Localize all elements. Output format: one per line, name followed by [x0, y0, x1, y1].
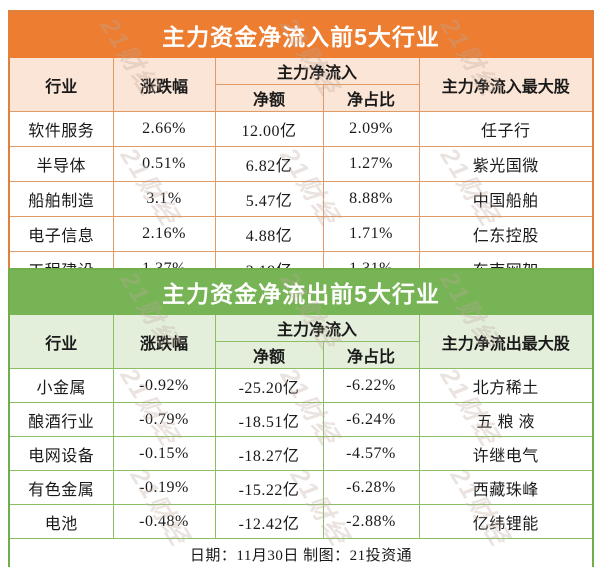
industry-cell: 有色金属: [8, 470, 114, 505]
table-row: 软件服务 2.66% 12.00亿 2.09% 任子行: [8, 111, 594, 147]
table-row: 电网设备 -0.15% -18.27亿 -4.57% 许继电气: [8, 436, 594, 471]
inflow-section-title: 主力资金净流入前5大行业: [8, 10, 594, 58]
net-cell: 12.00亿: [214, 111, 324, 147]
inflow-col-header-group: 主力净流入: [214, 57, 420, 85]
change-cell: -0.48%: [112, 504, 216, 539]
ratio-cell: -4.57%: [322, 436, 420, 471]
outflow-col-header-group: 主力净流入: [214, 314, 420, 342]
outflow-table: 主力资金净流出前5大行业 行业 涨跌幅 主力净流入 主力净流出最大股 净额 净占…: [8, 268, 594, 567]
change-cell: 0.51%: [112, 146, 216, 182]
table-row: 半导体 0.51% 6.82亿 1.27% 紫光国微: [8, 146, 594, 182]
ratio-cell: -2.88%: [322, 504, 420, 539]
industry-cell: 电子信息: [8, 216, 114, 252]
inflow-col-header-ratio: 净占比: [322, 84, 420, 112]
inflow-col-header-change: 涨跌幅: [112, 57, 216, 112]
outflow-col-header-ratio: 净占比: [322, 341, 420, 369]
net-cell: 4.88亿: [214, 216, 324, 252]
ratio-cell: -6.24%: [322, 402, 420, 437]
stock-cell: 仁东控股: [418, 216, 594, 252]
inflow-col-header-net: 净额: [214, 84, 324, 112]
inflow-col-header-industry: 行业: [8, 57, 114, 112]
stock-cell: 紫光国微: [418, 146, 594, 182]
change-cell: -0.79%: [112, 402, 216, 437]
net-cell: 6.82亿: [214, 146, 324, 182]
net-cell: -25.20亿: [214, 368, 324, 403]
stock-cell: 北方稀土: [418, 368, 594, 403]
stock-cell: 许继电气: [418, 436, 594, 471]
net-cell: -15.22亿: [214, 470, 324, 505]
industry-cell: 半导体: [8, 146, 114, 182]
inflow-col-header-stock: 主力净流入最大股: [418, 57, 594, 112]
industry-cell: 电网设备: [8, 436, 114, 471]
net-cell: -18.27亿: [214, 436, 324, 471]
outflow-col-header-change: 涨跌幅: [112, 314, 216, 369]
industry-cell: 酿酒行业: [8, 402, 114, 437]
industry-cell: 小金属: [8, 368, 114, 403]
outflow-col-header-industry: 行业: [8, 314, 114, 369]
industry-cell: 软件服务: [8, 111, 114, 147]
ratio-cell: -6.22%: [322, 368, 420, 403]
change-cell: -0.15%: [112, 436, 216, 471]
outflow-section-title: 主力资金净流出前5大行业: [8, 268, 594, 315]
ratio-cell: 8.88%: [322, 181, 420, 217]
table-row: 有色金属 -0.19% -15.22亿 -6.28% 西藏珠峰: [8, 470, 594, 505]
ratio-cell: 1.27%: [322, 146, 420, 182]
stock-cell: 亿纬锂能: [418, 504, 594, 539]
stock-cell: 任子行: [418, 111, 594, 147]
ratio-cell: -6.28%: [322, 470, 420, 505]
stock-cell: 西藏珠峰: [418, 470, 594, 505]
change-cell: 2.16%: [112, 216, 216, 252]
ratio-cell: 2.09%: [322, 111, 420, 147]
outflow-col-header-net: 净额: [214, 341, 324, 369]
ratio-cell: 1.71%: [322, 216, 420, 252]
table-row: 电子信息 2.16% 4.88亿 1.71% 仁东控股: [8, 216, 594, 252]
inflow-table: 主力资金净流入前5大行业 行业 涨跌幅 主力净流入 主力净流入最大股 净额 净占…: [8, 10, 594, 288]
change-cell: 2.66%: [112, 111, 216, 147]
table-row: 酿酒行业 -0.79% -18.51亿 -6.24% 五 粮 液: [8, 402, 594, 437]
industry-cell: 电池: [8, 504, 114, 539]
footer-caption: 日期：11月30日 制图：21投资通: [8, 538, 594, 567]
change-cell: 3.1%: [112, 181, 216, 217]
industry-cell: 船舶制造: [8, 181, 114, 217]
stock-cell: 中国船舶: [418, 181, 594, 217]
net-cell: 5.47亿: [214, 181, 324, 217]
net-cell: -12.42亿: [214, 504, 324, 539]
outflow-col-header-stock: 主力净流出最大股: [418, 314, 594, 369]
stock-cell: 五 粮 液: [418, 402, 594, 437]
change-cell: -0.92%: [112, 368, 216, 403]
table-row: 船舶制造 3.1% 5.47亿 8.88% 中国船舶: [8, 181, 594, 217]
change-cell: -0.19%: [112, 470, 216, 505]
table-row: 小金属 -0.92% -25.20亿 -6.22% 北方稀土: [8, 368, 594, 403]
table-row: 电池 -0.48% -12.42亿 -2.88% 亿纬锂能: [8, 504, 594, 539]
net-cell: -18.51亿: [214, 402, 324, 437]
